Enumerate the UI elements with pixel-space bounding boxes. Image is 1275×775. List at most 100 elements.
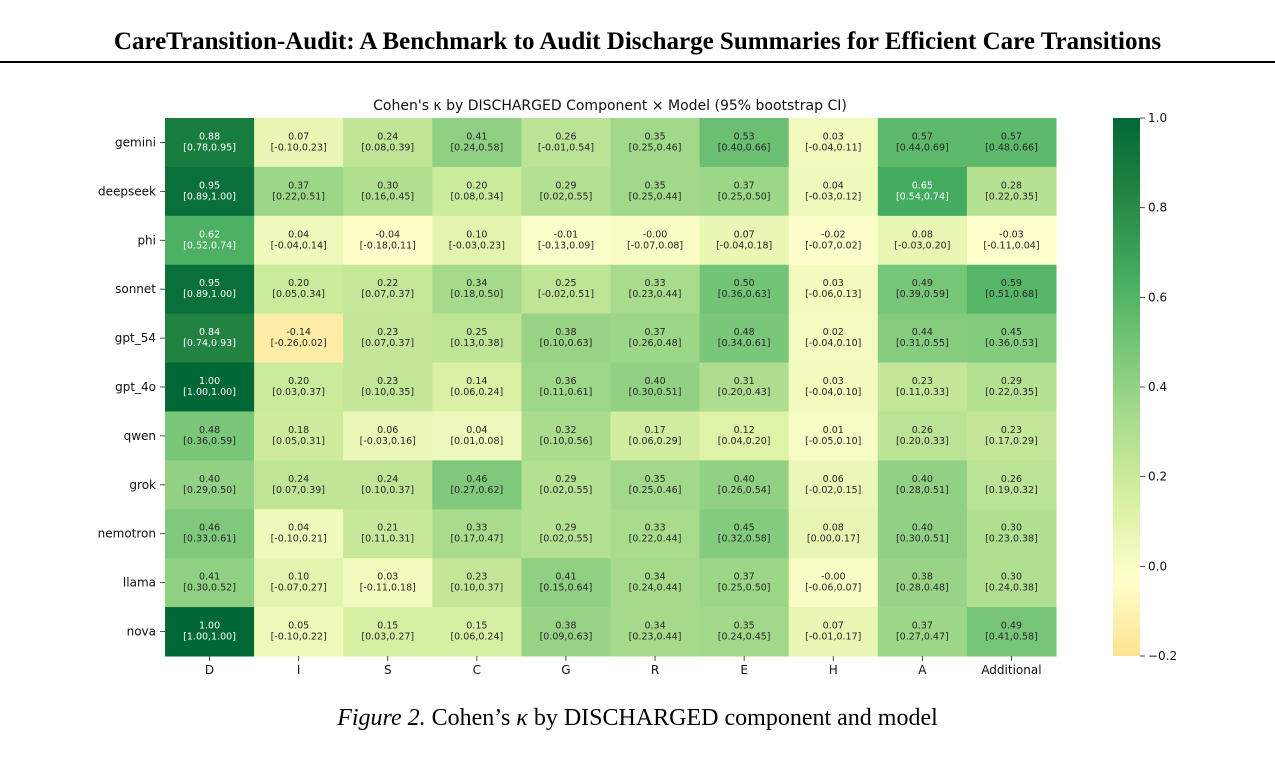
cell-value-label: 0.15 bbox=[377, 621, 398, 632]
colorbar-ticks: −0.2 0.0 0.2 0.4 0.6 0.8 1.0 bbox=[1140, 111, 1177, 663]
heatmap-cell bbox=[521, 215, 611, 266]
cell-value-label: 0.21 bbox=[377, 523, 398, 534]
heatmap-cell bbox=[788, 166, 879, 217]
cell-ci-label: [-0.07,0.08] bbox=[627, 240, 683, 251]
cell-ci-label: [-0.04,0.10] bbox=[805, 387, 861, 398]
cell-ci-label: [0.22,0.51] bbox=[272, 191, 325, 202]
cell-value-label: -0.03 bbox=[999, 229, 1024, 240]
cell-ci-label: [0.74,0.93] bbox=[183, 338, 236, 349]
cell-value-label: 0.07 bbox=[734, 229, 755, 240]
cell-ci-label: [0.48,0.66] bbox=[985, 142, 1038, 153]
x-tick-label: S bbox=[384, 663, 392, 677]
heatmap-cell bbox=[432, 607, 522, 657]
cell-ci-label: [-0.02,0.15] bbox=[805, 485, 861, 496]
heatmap-cell bbox=[699, 264, 790, 315]
cell-ci-label: [0.28,0.48] bbox=[896, 583, 949, 594]
cell-ci-label: [0.27,0.47] bbox=[896, 632, 949, 643]
cell-ci-label: [0.34,0.61] bbox=[718, 338, 771, 349]
cell-value-label: 0.37 bbox=[734, 572, 755, 583]
heatmap-cell bbox=[877, 166, 968, 217]
heatmap-cell bbox=[432, 166, 522, 217]
cell-value-label: 0.06 bbox=[377, 425, 398, 436]
heatmap-cell bbox=[343, 166, 433, 217]
cell-value-label: 0.10 bbox=[288, 572, 309, 583]
cell-ci-label: [-0.11,0.04] bbox=[983, 240, 1039, 251]
cell-value-label: 0.33 bbox=[644, 278, 665, 289]
cell-value-label: 0.29 bbox=[555, 474, 576, 485]
heatmap-cell bbox=[610, 460, 701, 510]
cell-value-label: 0.17 bbox=[644, 425, 665, 436]
caption-text-after: by DISCHARGED component and model bbox=[533, 705, 938, 731]
cell-ci-label: [0.24,0.45] bbox=[718, 632, 771, 643]
y-tick-label: gpt_4o bbox=[115, 380, 156, 394]
cell-ci-label: [-0.04,0.10] bbox=[805, 338, 861, 349]
heatmap-cell bbox=[165, 264, 255, 315]
cell-ci-label: [-0.03,0.16] bbox=[360, 436, 416, 447]
heatmap-cell bbox=[165, 166, 255, 217]
colorbar-tick-label: 0.2 bbox=[1148, 470, 1167, 484]
title-rule bbox=[0, 61, 1275, 63]
cell-ci-label: [0.10,0.56] bbox=[540, 436, 593, 447]
heatmap-cell bbox=[432, 460, 522, 510]
cell-value-label: 0.10 bbox=[466, 229, 487, 240]
cell-value-label: 0.41 bbox=[555, 572, 576, 583]
cell-value-label: 0.40 bbox=[912, 474, 933, 485]
heatmap-cell bbox=[966, 118, 1057, 168]
heatmap-cell bbox=[877, 460, 968, 510]
heatmap-cell bbox=[788, 362, 879, 412]
heatmap-cell bbox=[254, 215, 344, 266]
cell-value-label: 0.23 bbox=[377, 376, 398, 387]
cell-value-label: 0.24 bbox=[377, 474, 398, 485]
cell-ci-label: [0.06,0.29] bbox=[629, 436, 682, 447]
cell-ci-label: [0.22,0.44] bbox=[629, 534, 682, 545]
cell-ci-label: [0.23,0.38] bbox=[985, 534, 1038, 545]
cell-ci-label: [-0.10,0.21] bbox=[271, 534, 327, 545]
heatmap-cell bbox=[343, 362, 433, 412]
y-tick-label: deepseek bbox=[98, 184, 156, 198]
heatmap-cell bbox=[877, 313, 968, 364]
heatmap-cell bbox=[254, 264, 344, 315]
cell-ci-label: [0.10,0.37] bbox=[361, 485, 414, 496]
cell-ci-label: [0.36,0.59] bbox=[183, 436, 236, 447]
cell-ci-label: [-0.10,0.22] bbox=[271, 632, 327, 643]
cell-value-label: 0.29 bbox=[1001, 376, 1022, 387]
cell-ci-label: [0.18,0.50] bbox=[450, 289, 503, 300]
cell-ci-label: [0.36,0.63] bbox=[718, 289, 771, 300]
cell-value-label: 0.40 bbox=[644, 376, 665, 387]
cell-value-label: 0.57 bbox=[912, 131, 933, 142]
heatmap-cell bbox=[610, 313, 701, 364]
cell-value-label: 0.23 bbox=[466, 572, 487, 583]
cell-value-label: 0.05 bbox=[288, 621, 309, 632]
cell-value-label: 0.53 bbox=[734, 131, 755, 142]
cell-ci-label: [-0.07,0.27] bbox=[271, 583, 327, 594]
column-labels: D I S C G R E H A Additional bbox=[205, 656, 1042, 677]
cell-value-label: 0.23 bbox=[1001, 425, 1022, 436]
cell-ci-label: [0.05,0.34] bbox=[272, 289, 325, 300]
heatmap-cell bbox=[788, 411, 879, 461]
cell-value-label: -0.00 bbox=[643, 229, 668, 240]
heatmap-cell bbox=[966, 264, 1057, 315]
cell-value-label: 0.44 bbox=[912, 327, 933, 338]
heatmap-cell bbox=[432, 215, 522, 266]
cell-ci-label: [0.07,0.37] bbox=[361, 289, 414, 300]
caption-kappa-symbol: κ bbox=[516, 705, 528, 731]
y-tick-label: qwen bbox=[124, 429, 156, 443]
heatmap-cell bbox=[432, 264, 522, 315]
heatmap-cell bbox=[788, 607, 879, 657]
x-tick-label: C bbox=[473, 663, 481, 677]
cell-value-label: 0.01 bbox=[823, 425, 844, 436]
cell-ci-label: [0.25,0.46] bbox=[629, 485, 682, 496]
y-tick-label: sonnet bbox=[115, 282, 156, 296]
heatmap-cell bbox=[610, 411, 701, 461]
colorbar bbox=[1113, 118, 1140, 656]
cell-value-label: -0.01 bbox=[554, 229, 579, 240]
heatmap-figure: Cohen's κ by DISCHARGED Component × Mode… bbox=[98, 98, 1177, 677]
heatmap-cell bbox=[254, 509, 344, 559]
x-tick-label: G bbox=[561, 663, 570, 677]
colorbar-tick-label: −0.2 bbox=[1148, 649, 1177, 663]
cell-ci-label: [0.11,0.61] bbox=[540, 387, 593, 398]
cell-ci-label: [0.24,0.58] bbox=[450, 142, 503, 153]
caption-text-before: Cohen’s bbox=[431, 705, 511, 731]
cell-ci-label: [-0.18,0.11] bbox=[360, 240, 416, 251]
cell-value-label: 0.33 bbox=[466, 523, 487, 534]
